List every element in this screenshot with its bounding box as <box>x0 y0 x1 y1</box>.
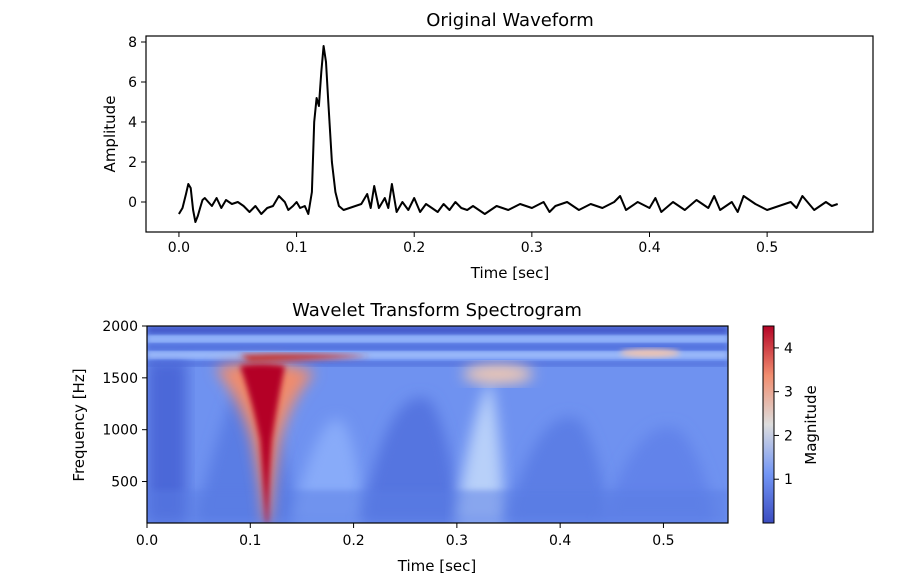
colorbar-tick-label: 4 <box>784 341 793 357</box>
waveform-xtick-label: 0.3 <box>521 240 543 256</box>
waveform-ticks: 0.0 0.1 0.2 0.3 0.4 0.5 0 2 4 6 8 <box>128 35 778 256</box>
waveform-ylabel: Amplitude <box>101 96 119 173</box>
waveform-xtick-label: 0.0 <box>168 240 190 256</box>
colorbar-tick-label: 1 <box>784 472 793 488</box>
waveform-series-line <box>178 45 839 223</box>
waveform-title: Original Waveform <box>426 10 594 31</box>
waveform-ytick-label: 4 <box>128 115 137 131</box>
spectrogram-xtick-label: 0.4 <box>549 533 571 549</box>
spectrogram-xtick-label: 0.1 <box>239 533 261 549</box>
spectrogram-xlabel: Time [sec] <box>397 557 476 575</box>
spectrogram-ytick-label: 500 <box>111 475 138 491</box>
spectrogram-xtick-label: 0.5 <box>652 533 674 549</box>
spectrogram-axes-frame <box>146 325 729 524</box>
spectrogram-ylabel: Frequency [Hz] <box>70 368 88 481</box>
waveform-xtick-label: 0.5 <box>756 240 778 256</box>
colorbar <box>762 325 775 524</box>
spectrogram-xtick-label: 0.0 <box>136 533 158 549</box>
colorbar-ticks: 1 2 3 4 <box>774 341 793 488</box>
spectrogram-xtick-label: 0.2 <box>342 533 364 549</box>
waveform-xtick-label: 0.4 <box>638 240 660 256</box>
waveform-xtick-label: 0.1 <box>285 240 307 256</box>
waveform-ytick-label: 2 <box>128 155 137 171</box>
waveform-axes-frame <box>145 35 874 233</box>
colorbar-tick-label: 2 <box>784 428 793 444</box>
spectrogram-ytick-label: 1500 <box>102 371 138 387</box>
spectrogram-xtick-label: 0.3 <box>446 533 468 549</box>
spectrogram-ytick-label: 2000 <box>102 319 138 335</box>
waveform-xtick-label: 0.2 <box>403 240 425 256</box>
spectrogram-image <box>147 326 728 523</box>
waveform-xlabel: Time [sec] <box>470 264 549 282</box>
waveform-plot: Original Waveform 0.0 0.1 0.2 0.3 0.4 0.5 0 2 4 6… <box>101 10 874 282</box>
spectrogram-plot: Wavelet Transform Spectrogram <box>70 300 820 575</box>
waveform-ytick-label: 8 <box>128 35 137 51</box>
waveform-ytick-label: 6 <box>128 75 137 91</box>
waveform-ytick-label: 0 <box>128 195 137 211</box>
spectrogram-ticks: 0.0 0.1 0.2 0.3 0.4 0.5 500 1000 1500 2000 <box>102 319 674 549</box>
colorbar-tick-label: 3 <box>784 385 793 401</box>
spectrogram-title: Wavelet Transform Spectrogram <box>292 300 582 321</box>
colorbar-label: Magnitude <box>802 385 820 464</box>
spectrogram-ytick-label: 1000 <box>102 423 138 439</box>
